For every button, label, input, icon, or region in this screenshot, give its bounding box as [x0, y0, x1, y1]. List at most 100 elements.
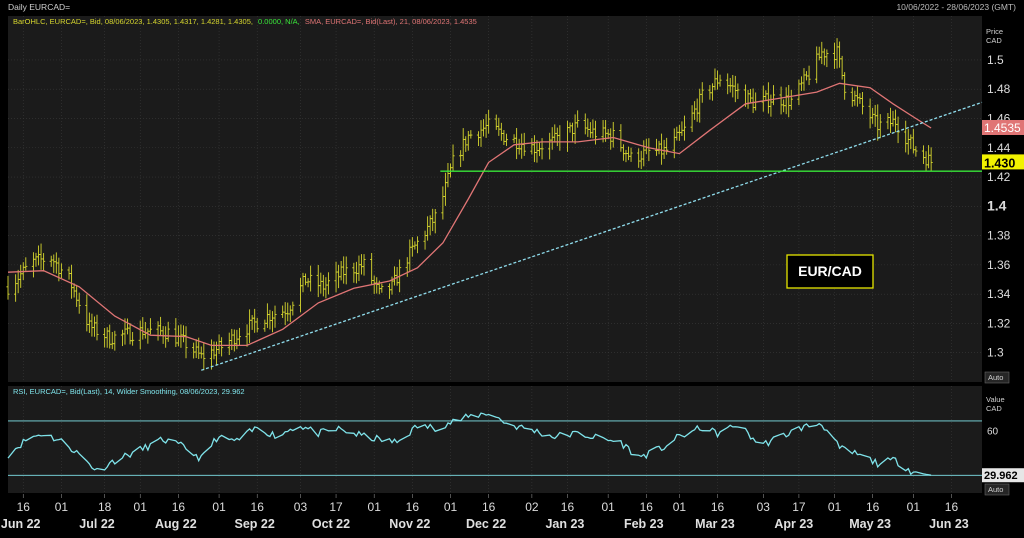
ohlc-legend: BarOHLC, EURCAD=, Bid, 08/06/2023, 1.430… [13, 17, 253, 26]
last-price-flag: 1.430 [982, 154, 1024, 170]
day-tick-label: 16 [406, 500, 420, 514]
ohlc-bar [451, 144, 455, 172]
day-tick-label: 03 [757, 500, 771, 514]
ohlc-bar [576, 110, 580, 128]
day-tick-label: 01 [55, 500, 69, 514]
day-tick-label: 01 [368, 500, 382, 514]
price-tick-label: 1.36 [987, 258, 1011, 272]
month-label: Jun 22 [1, 517, 41, 531]
ohlc-bar [736, 83, 740, 100]
rsi-auto-scale-label[interactable]: Auto [988, 485, 1003, 494]
ohlc-bar [344, 256, 348, 285]
auto-scale-button[interactable]: Auto [984, 371, 1010, 384]
month-label: Dec 22 [466, 517, 506, 531]
price-axis-currency: CAD [986, 36, 1002, 45]
price-tick-label: 1.42 [987, 170, 1011, 184]
price-tick-label: 1.4 [987, 197, 1007, 213]
rsi-flag-background [982, 468, 1024, 483]
ohlc-bar [59, 263, 64, 279]
ohlc-bar [914, 146, 918, 157]
day-tick-label: 17 [329, 500, 343, 514]
auto-scale-label[interactable]: Auto [988, 373, 1003, 382]
ohlc-bars [6, 38, 933, 371]
month-label: Aug 22 [155, 517, 197, 531]
ohlc-bar [860, 92, 865, 115]
month-label: Mar 23 [695, 517, 735, 531]
month-label: Sep 22 [235, 517, 275, 531]
price-axis: Price CAD [986, 27, 1003, 45]
trend-line [201, 101, 983, 371]
day-tick-label: 16 [251, 500, 265, 514]
ohlc-bar [273, 305, 277, 328]
ohlc-bar [77, 292, 81, 314]
day-tick-label: 01 [134, 500, 148, 514]
ohlc-bar [113, 330, 117, 351]
day-tick-label: 01 [601, 500, 615, 514]
auto-scale-frame[interactable] [984, 371, 1010, 384]
eur-cad-annotation: EUR/CAD [786, 254, 874, 289]
day-tick-label: 01 [828, 500, 842, 514]
price-tick-label: 1.3 [987, 346, 1004, 360]
ohlc-bar [771, 85, 776, 106]
time-axis: 16 01 18 01 16 01 16 03 17 01 16 01 16 02 16 01 16 01 16 03… [1, 494, 969, 531]
day-tick-label: 16 [711, 500, 725, 514]
annotation-box [786, 254, 874, 289]
annotation-label: EUR/CAD [798, 263, 862, 279]
day-tick-label: 16 [482, 500, 496, 514]
ohlc-bar [415, 236, 420, 254]
window-title: Daily EURCAD= [8, 2, 70, 12]
ohlc-bar [629, 147, 633, 162]
date-range: 10/06/2022 - 28/06/2023 (GMT) [896, 2, 1016, 12]
ohlc-bar [487, 109, 491, 134]
ohlc-bar [665, 137, 669, 155]
day-tick-label: 16 [640, 500, 654, 514]
rsi-legend: RSI, EURCAD=, Bid(Last), 14, Wilder Smoo… [13, 387, 245, 396]
ohlc-bar [255, 317, 259, 333]
ohlc-bar [380, 283, 384, 293]
month-label: Feb 23 [624, 517, 664, 531]
last-flag-value: 1.430 [984, 156, 1015, 170]
ohlc-bar [433, 208, 437, 234]
ohlc-bar [682, 115, 687, 141]
day-tick-label: 02 [525, 500, 539, 514]
price-tick-label: 1.48 [987, 82, 1011, 96]
ohlc-bar [825, 49, 829, 68]
ohlc-bar [807, 65, 811, 86]
month-label: Jun 23 [929, 517, 969, 531]
price-axis-title: Price [986, 27, 1003, 36]
rsi-flag-value: 29.962 [984, 470, 1018, 482]
price-grid [8, 16, 982, 382]
change-legend: 0.0000, N/A, [258, 17, 300, 26]
day-tick-label: 01 [212, 500, 226, 514]
ohlc-bar [237, 327, 242, 346]
ohlc-bar [700, 82, 704, 103]
rsi-grid [8, 386, 982, 493]
ohlc-bar [878, 114, 882, 139]
price-overlays [7, 82, 983, 371]
price-tick-label: 1.34 [987, 287, 1011, 301]
month-label: Jan 23 [545, 517, 584, 531]
ohlc-bar [95, 314, 99, 341]
ohlc-bar [611, 121, 615, 148]
price-tick-labels: 1.31.321.341.361.381.41.421.441.461.481.… [987, 53, 1011, 360]
price-tick-label: 1.44 [987, 141, 1011, 155]
day-tick-label: 03 [294, 500, 308, 514]
ohlc-bar [24, 257, 28, 271]
day-tick-label: 01 [444, 500, 458, 514]
ohlc-bar [593, 120, 598, 145]
day-tick-label: 16 [172, 500, 186, 514]
day-tick-label: 16 [17, 500, 31, 514]
ohlc-bar [131, 331, 135, 346]
ohlc-bar [291, 301, 295, 316]
day-tick-label: 16 [866, 500, 880, 514]
price-tick-label: 1.5 [987, 53, 1004, 67]
ohlc-bar [166, 321, 170, 342]
rsi-axis-title: Value [986, 395, 1005, 404]
day-tick-label: 16 [561, 500, 575, 514]
rsi-auto-scale-frame[interactable] [984, 483, 1010, 496]
rsi-series [7, 412, 932, 476]
rsi-line [7, 412, 932, 476]
rsi-auto-scale-button[interactable]: Auto [984, 483, 1010, 496]
month-label: Nov 22 [389, 517, 430, 531]
